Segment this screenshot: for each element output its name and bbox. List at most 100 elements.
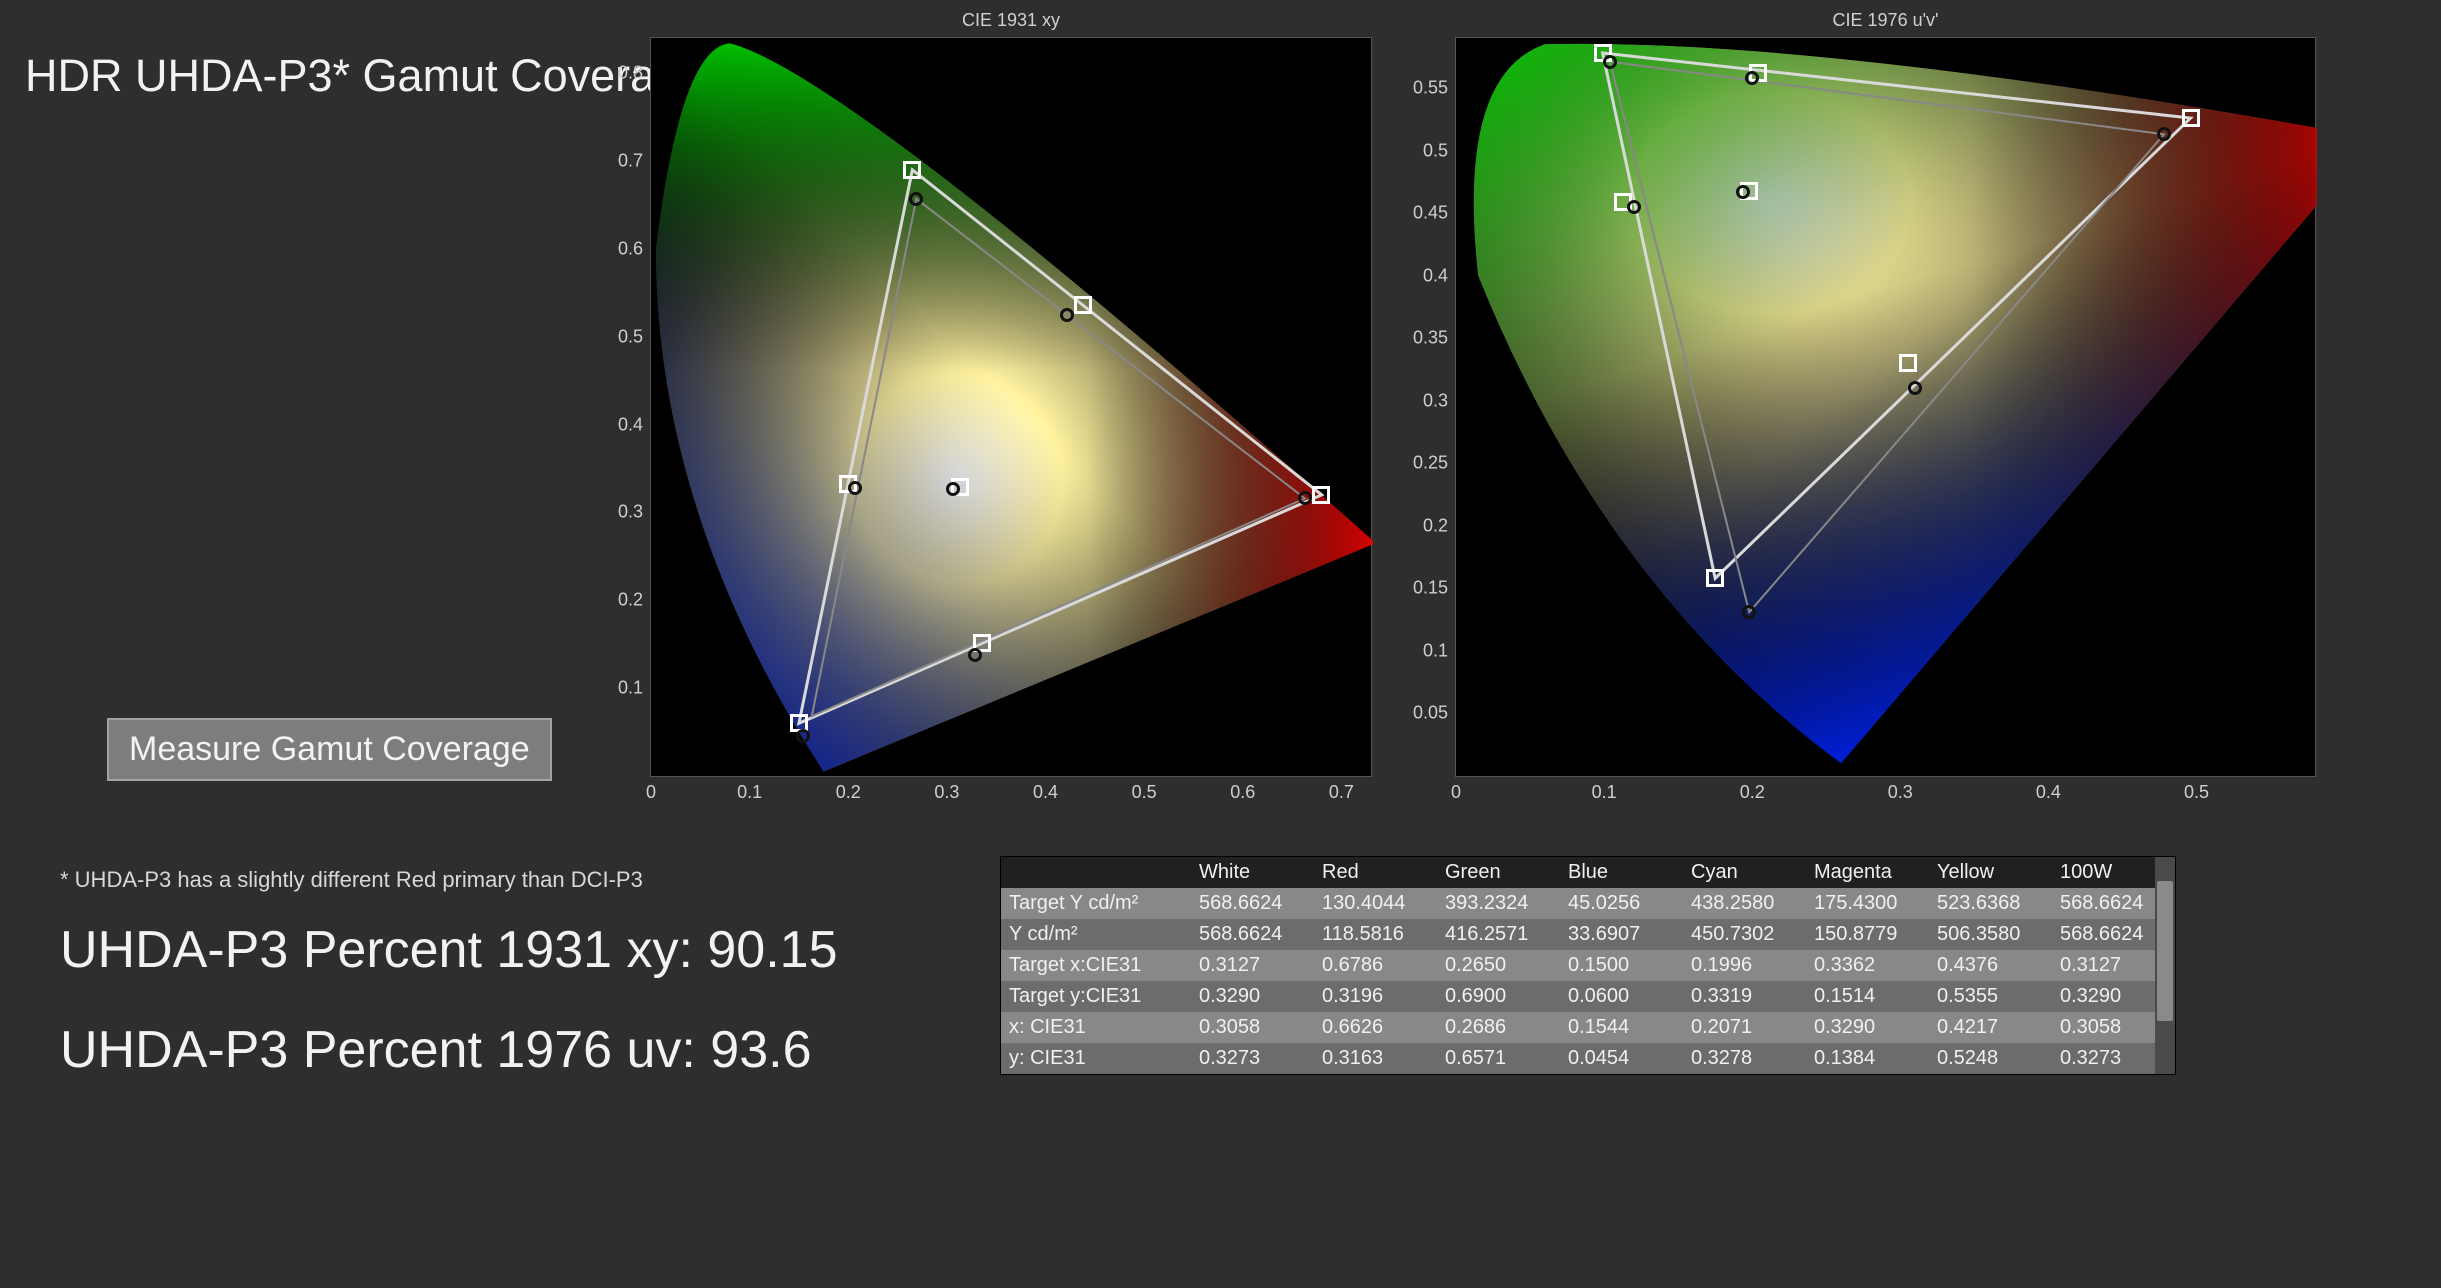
color-data-table: WhiteRedGreenBlueCyanMagentaYellow100W T… xyxy=(1000,856,2176,1075)
table-cell: 45.0256 xyxy=(1560,888,1683,919)
table-cell: 0.1996 xyxy=(1683,950,1806,981)
cie1976-chart-title: CIE 1976 u'v' xyxy=(1455,10,2316,31)
x-tick: 0.1 xyxy=(737,776,762,803)
measured-marker xyxy=(1745,71,1759,85)
measured-marker xyxy=(1603,55,1617,69)
table-row: Y cd/m²568.6624118.5816416.257133.690745… xyxy=(1001,919,2175,950)
table-cell: 0.3273 xyxy=(1191,1043,1314,1074)
table-cell: 0.3127 xyxy=(1191,950,1314,981)
table-cell: 0.3163 xyxy=(1314,1043,1437,1074)
table-header: Red xyxy=(1314,857,1437,888)
x-tick: 0.5 xyxy=(2184,776,2209,803)
measured-marker xyxy=(909,192,923,206)
table-cell: 0.2686 xyxy=(1437,1012,1560,1043)
measured-marker xyxy=(968,648,982,662)
row-label: Target y:CIE31 xyxy=(1001,981,1191,1012)
table-cell: 0.1544 xyxy=(1560,1012,1683,1043)
measured-marker xyxy=(2157,127,2171,141)
table-cell: 33.6907 xyxy=(1560,919,1683,950)
x-tick: 0.2 xyxy=(1740,776,1765,803)
table-cell: 0.6900 xyxy=(1437,981,1560,1012)
table-cell: 568.6624 xyxy=(1191,919,1314,950)
row-label: y: CIE31 xyxy=(1001,1043,1191,1074)
target-marker xyxy=(903,161,921,179)
cie1931-plot-area: 00.10.20.30.40.50.60.70.10.20.30.40.50.6… xyxy=(650,37,1372,777)
percent-1976-value: UHDA-P3 Percent 1976 uv: 93.6 xyxy=(60,1020,812,1080)
y-tick: 0.45 xyxy=(1413,203,1456,224)
y-tick: 0.1 xyxy=(618,678,651,699)
row-label: Target Y cd/m² xyxy=(1001,888,1191,919)
table-cell: 416.2571 xyxy=(1437,919,1560,950)
measured-marker xyxy=(796,729,810,743)
measured-marker xyxy=(1908,381,1922,395)
table-cell: 506.3580 xyxy=(1929,919,2052,950)
y-tick: 0.7 xyxy=(618,151,651,172)
table-cell: 0.0454 xyxy=(1560,1043,1683,1074)
cie1976-chart: CIE 1976 u'v' 00.10.20.30.40.50.050.10.1… xyxy=(1455,10,2316,777)
y-tick: 0.15 xyxy=(1413,578,1456,599)
table-header: Magenta xyxy=(1806,857,1929,888)
y-tick: 0.8 xyxy=(618,63,651,84)
table-cell: 0.3196 xyxy=(1314,981,1437,1012)
x-tick: 0 xyxy=(646,776,656,803)
x-tick: 0.4 xyxy=(2036,776,2061,803)
x-tick: 0.2 xyxy=(836,776,861,803)
y-tick: 0.5 xyxy=(618,326,651,347)
table-cell: 0.3362 xyxy=(1806,950,1929,981)
measured-marker xyxy=(1298,491,1312,505)
target-marker xyxy=(1706,569,1724,587)
table-cell: 118.5816 xyxy=(1314,919,1437,950)
measured-marker xyxy=(946,482,960,496)
table-cell: 0.6786 xyxy=(1314,950,1437,981)
measured-marker xyxy=(848,481,862,495)
x-tick: 0.1 xyxy=(1592,776,1617,803)
y-tick: 0.4 xyxy=(618,414,651,435)
y-tick: 0.35 xyxy=(1413,328,1456,349)
table-cell: 0.0600 xyxy=(1560,981,1683,1012)
table-row: y: CIE310.32730.31630.65710.04540.32780.… xyxy=(1001,1043,2175,1074)
measured-marker xyxy=(1736,185,1750,199)
table-row: Target y:CIE310.32900.31960.69000.06000.… xyxy=(1001,981,2175,1012)
x-tick: 0.3 xyxy=(934,776,959,803)
table-cell: 0.1500 xyxy=(1560,950,1683,981)
y-tick: 0.4 xyxy=(1423,265,1456,286)
table-cell: 0.6571 xyxy=(1437,1043,1560,1074)
table-cell: 0.1514 xyxy=(1806,981,1929,1012)
table-cell: 0.1384 xyxy=(1806,1043,1929,1074)
page-title: HDR UHDA-P3* Gamut Coverage xyxy=(25,50,705,102)
measured-marker xyxy=(1742,605,1756,619)
y-tick: 0.05 xyxy=(1413,703,1456,724)
y-tick: 0.55 xyxy=(1413,78,1456,99)
table-cell: 0.3319 xyxy=(1683,981,1806,1012)
table-cell: 438.2580 xyxy=(1683,888,1806,919)
table-cell: 0.5248 xyxy=(1929,1043,2052,1074)
y-tick: 0.3 xyxy=(618,502,651,523)
y-tick: 0.6 xyxy=(618,238,651,259)
table-cell: 0.3290 xyxy=(1806,1012,1929,1043)
row-label: Target x:CIE31 xyxy=(1001,950,1191,981)
percent-1931-value: UHDA-P3 Percent 1931 xy: 90.15 xyxy=(60,920,838,980)
y-tick: 0.5 xyxy=(1423,140,1456,161)
row-label: x: CIE31 xyxy=(1001,1012,1191,1043)
target-marker xyxy=(1312,486,1330,504)
table-header: Yellow xyxy=(1929,857,2052,888)
table-cell: 450.7302 xyxy=(1683,919,1806,950)
table-scrollbar[interactable] xyxy=(2155,857,2175,1074)
table-cell: 0.3290 xyxy=(1191,981,1314,1012)
table-cell: 568.6624 xyxy=(1191,888,1314,919)
row-label: Y cd/m² xyxy=(1001,919,1191,950)
target-marker xyxy=(1074,296,1092,314)
target-marker xyxy=(2182,109,2200,127)
x-tick: 0.7 xyxy=(1329,776,1354,803)
x-tick: 0.4 xyxy=(1033,776,1058,803)
table-header: White xyxy=(1191,857,1314,888)
measured-marker xyxy=(1060,308,1074,322)
cie1976-plot-area: 00.10.20.30.40.50.050.10.150.20.250.30.3… xyxy=(1455,37,2316,777)
x-tick: 0 xyxy=(1451,776,1461,803)
table-cell: 0.2071 xyxy=(1683,1012,1806,1043)
table-cell: 130.4044 xyxy=(1314,888,1437,919)
table-cell: 175.4300 xyxy=(1806,888,1929,919)
table-header xyxy=(1001,857,1191,888)
measure-gamut-button[interactable]: Measure Gamut Coverage xyxy=(107,718,552,781)
y-tick: 0.3 xyxy=(1423,390,1456,411)
